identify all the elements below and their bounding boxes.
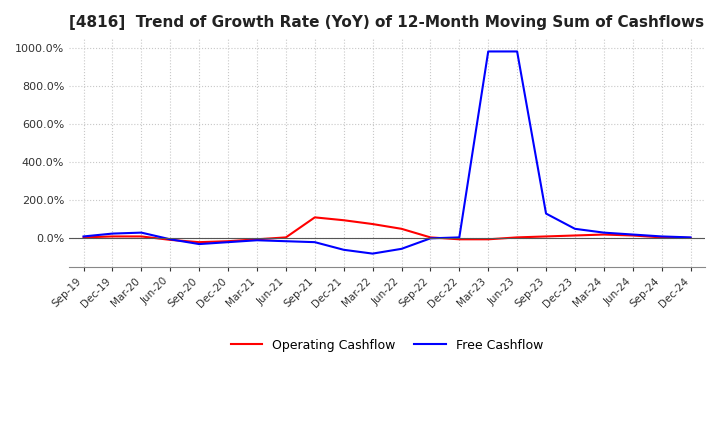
Free Cashflow (629, 232, 637, 237)
Operating Cashflow (600, 232, 608, 237)
Operating Cashflow (571, 233, 580, 238)
Operating Cashflow (629, 233, 637, 238)
Line: Free Cashflow: Free Cashflow (84, 51, 690, 253)
Operating Cashflow (686, 235, 695, 241)
Operating Cashflow (282, 235, 290, 240)
Free Cashflow (397, 246, 406, 252)
Operating Cashflow (253, 237, 261, 242)
Free Cashflow (369, 251, 377, 256)
Free Cashflow (79, 234, 88, 239)
Free Cashflow (686, 235, 695, 240)
Operating Cashflow (224, 238, 233, 244)
Free Cashflow (426, 236, 435, 241)
Free Cashflow (224, 239, 233, 245)
Free Cashflow (657, 234, 666, 239)
Operating Cashflow (426, 235, 435, 240)
Operating Cashflow (137, 234, 145, 239)
Title: [4816]  Trend of Growth Rate (YoY) of 12-Month Moving Sum of Cashflows: [4816] Trend of Growth Rate (YoY) of 12-… (70, 15, 705, 30)
Free Cashflow (339, 247, 348, 253)
Free Cashflow (600, 230, 608, 235)
Operating Cashflow (195, 239, 204, 245)
Operating Cashflow (541, 234, 550, 239)
Operating Cashflow (397, 226, 406, 231)
Line: Operating Cashflow: Operating Cashflow (84, 217, 690, 242)
Operating Cashflow (484, 237, 492, 242)
Free Cashflow (484, 49, 492, 54)
Operating Cashflow (310, 215, 319, 220)
Free Cashflow (282, 238, 290, 244)
Free Cashflow (571, 226, 580, 231)
Operating Cashflow (455, 237, 464, 242)
Operating Cashflow (369, 221, 377, 227)
Free Cashflow (310, 239, 319, 245)
Legend: Operating Cashflow, Free Cashflow: Operating Cashflow, Free Cashflow (226, 334, 548, 357)
Free Cashflow (166, 237, 174, 242)
Free Cashflow (541, 211, 550, 216)
Operating Cashflow (657, 235, 666, 240)
Free Cashflow (455, 235, 464, 240)
Free Cashflow (137, 230, 145, 235)
Operating Cashflow (513, 235, 521, 240)
Operating Cashflow (79, 235, 88, 240)
Operating Cashflow (166, 237, 174, 242)
Free Cashflow (253, 238, 261, 243)
Free Cashflow (108, 231, 117, 236)
Operating Cashflow (339, 218, 348, 223)
Operating Cashflow (108, 234, 117, 239)
Free Cashflow (195, 242, 204, 247)
Free Cashflow (513, 49, 521, 54)
